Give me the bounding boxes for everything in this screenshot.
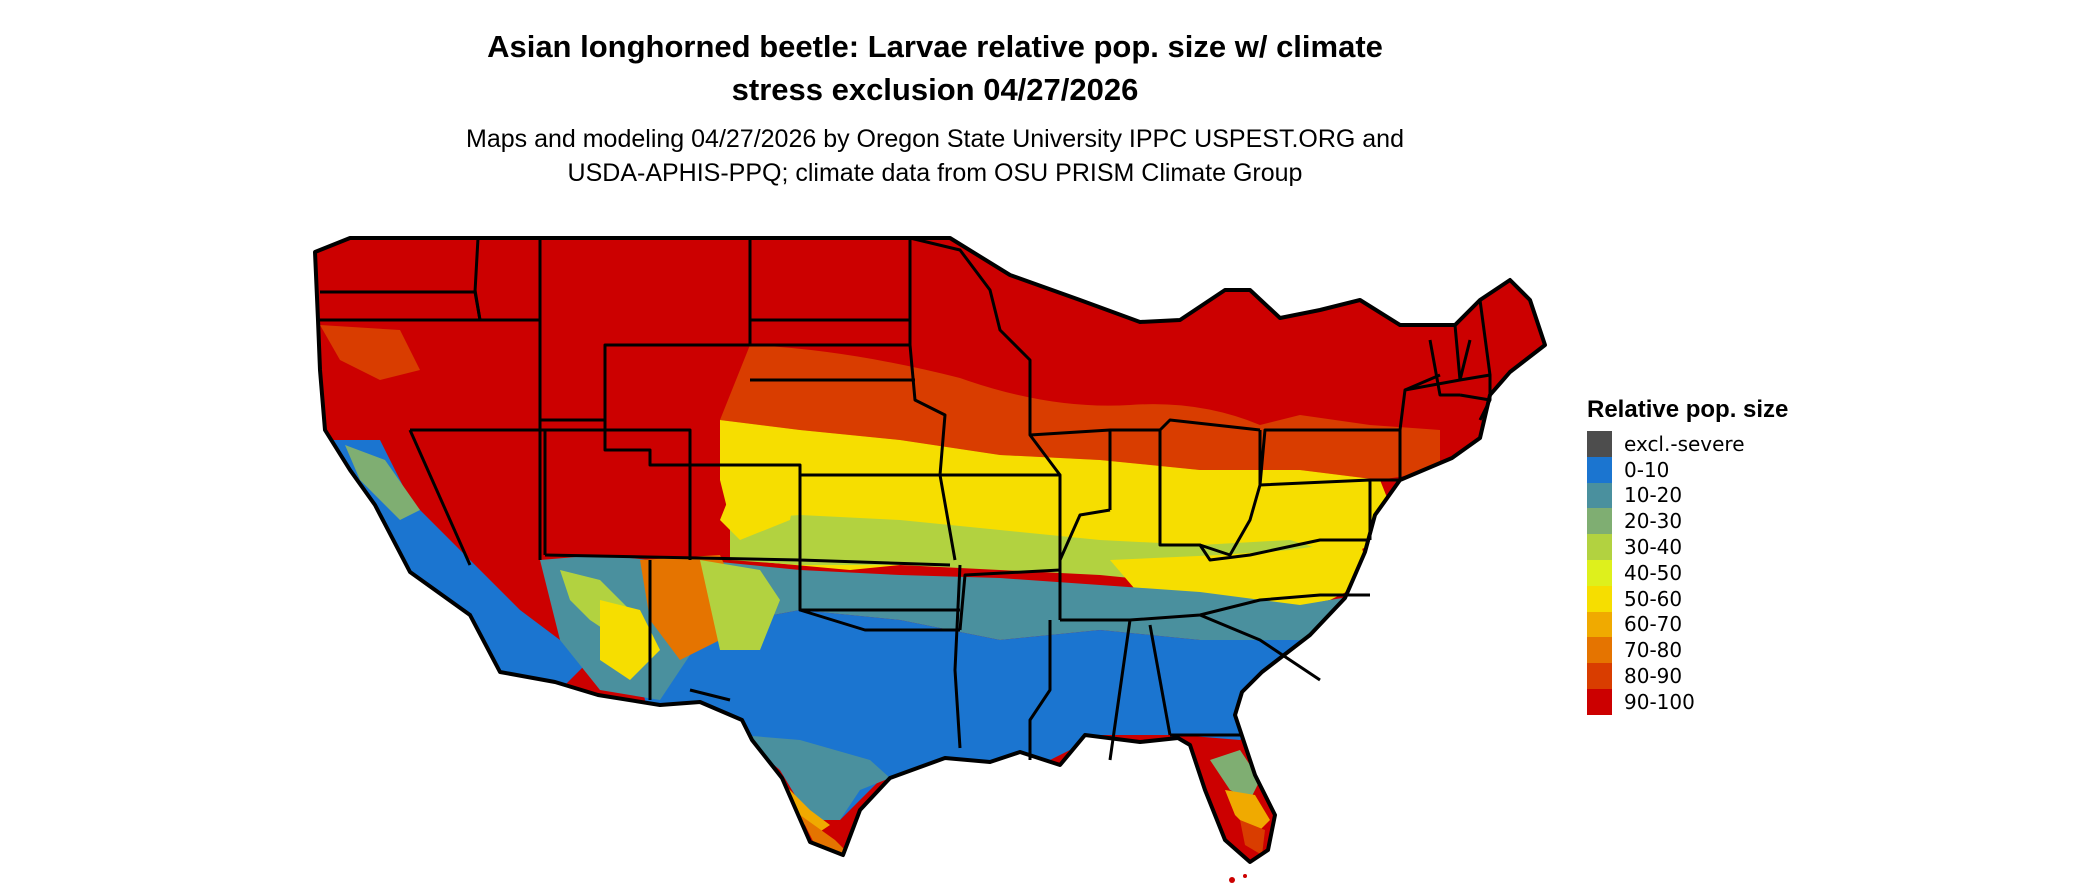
legend-item: 90-100 bbox=[1587, 688, 1788, 715]
legend-label: 60-70 bbox=[1624, 612, 1683, 637]
legend-items: excl.-severe 0-10 10-20 20-30 30-40 40-50 50-6… bbox=[1587, 431, 1788, 715]
legend-item: 40-50 bbox=[1587, 559, 1788, 586]
us-outline bbox=[313, 236, 1547, 864]
map-title: Asian longhorned beetle: Larvae relative… bbox=[300, 25, 1570, 111]
map-fill bbox=[315, 238, 1545, 862]
legend-label: 70-80 bbox=[1624, 638, 1683, 663]
legend-label: 0-10 bbox=[1624, 457, 1670, 482]
legend-swatch bbox=[1587, 534, 1612, 560]
legend-title: Relative pop. size bbox=[1587, 396, 1789, 423]
legend-swatch bbox=[1587, 456, 1612, 483]
legend-item: 10-20 bbox=[1587, 482, 1788, 509]
map-title-line1: Asian longhorned beetle: Larvae relative… bbox=[487, 29, 1383, 64]
legend-label: 30-40 bbox=[1624, 535, 1683, 560]
legend-label: 50-60 bbox=[1624, 586, 1683, 611]
legend-swatch bbox=[1587, 559, 1612, 586]
legend-swatch bbox=[1587, 663, 1612, 689]
legend-item: 80-90 bbox=[1587, 663, 1788, 689]
legend-item: 20-30 bbox=[1587, 508, 1788, 535]
legend-label: 10-20 bbox=[1624, 483, 1683, 508]
legend-item: 70-80 bbox=[1587, 637, 1788, 664]
map-subtitle-line2: USDA-APHIS-PPQ; climate data from OSU PR… bbox=[567, 159, 1303, 187]
state-borders bbox=[320, 236, 1492, 761]
legend-swatch bbox=[1587, 508, 1612, 535]
legend-swatch bbox=[1587, 688, 1612, 715]
legend-label: 40-50 bbox=[1624, 560, 1683, 585]
legend-label: excl.-severe bbox=[1624, 431, 1745, 456]
legend-swatch bbox=[1587, 431, 1612, 457]
legend-item: 50-60 bbox=[1587, 585, 1788, 612]
map-title-line2: stress exclusion 04/27/2026 bbox=[731, 72, 1139, 107]
legend-swatch bbox=[1587, 585, 1612, 612]
legend-item: 60-70 bbox=[1587, 611, 1788, 638]
legend-item: 0-10 bbox=[1587, 456, 1788, 483]
legend-label: 20-30 bbox=[1624, 509, 1683, 534]
map-subtitle-line1: Maps and modeling 04/27/2026 by Oregon S… bbox=[466, 125, 1404, 153]
legend-item: excl.-severe bbox=[1587, 431, 1788, 457]
legend: Relative pop. size excl.-severe 0-10 10-20… bbox=[1587, 395, 1788, 715]
legend-item: 30-40 bbox=[1587, 534, 1788, 560]
legend-swatch bbox=[1587, 637, 1612, 664]
legend-swatch bbox=[1587, 482, 1612, 509]
legend-label: 80-90 bbox=[1624, 664, 1683, 689]
map-subtitle: Maps and modeling 04/27/2026 by Oregon S… bbox=[300, 122, 1570, 190]
legend-label: 90-100 bbox=[1624, 689, 1695, 714]
islands bbox=[345, 243, 1503, 883]
legend-swatch bbox=[1587, 611, 1612, 638]
us-population-map bbox=[313, 236, 1547, 883]
